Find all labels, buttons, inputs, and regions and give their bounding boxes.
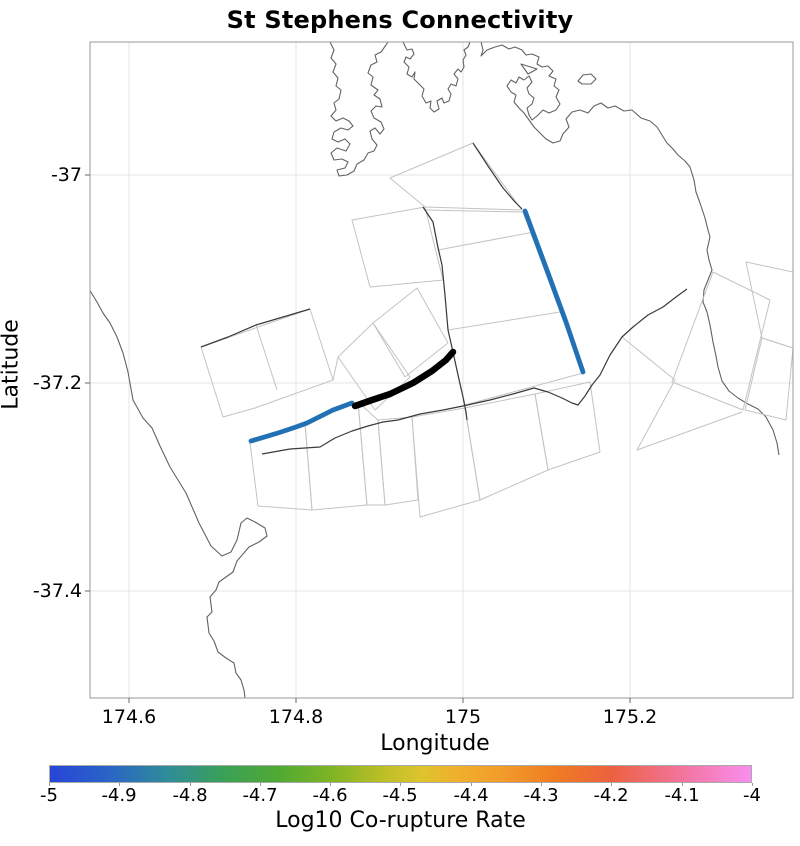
colorbar-tick-label: -4.4 (441, 783, 501, 805)
colorbar-tick-label: -4.1 (652, 783, 712, 805)
axis-tick-marks (85, 174, 631, 703)
plot-frame (89, 41, 794, 699)
gridlines (90, 42, 793, 698)
colorbar-tick-label: -4 (722, 783, 782, 805)
y-tick-label: -37.2 (32, 372, 82, 394)
x-axis-label: Longitude (380, 731, 490, 756)
colorbar-tick-label: -4.8 (160, 783, 220, 805)
small-island-triangle (520, 63, 538, 75)
x-tick-label: 175 (444, 706, 482, 728)
fault-polygons (200, 142, 793, 518)
co-rupture-trace-east[interactable] (522, 208, 586, 375)
colorbar-tick-label: -4.2 (581, 783, 641, 805)
chart-title: St Stephens Connectivity (226, 6, 574, 34)
co-rupture-trace-west[interactable] (248, 400, 355, 444)
coastline (90, 42, 780, 698)
x-tick-label: 174.6 (101, 706, 157, 728)
colorbar-tick-label: -5 (19, 783, 79, 805)
x-tick-label: 175.2 (602, 706, 658, 728)
small-island (577, 73, 597, 85)
colorbar-tick-label: -4.9 (89, 783, 149, 805)
y-tick-label: -37.4 (32, 580, 82, 602)
x-tick-label: 174.8 (268, 706, 324, 728)
colorbar-label: Log10 Co-rupture Rate (275, 808, 526, 833)
fault-traces (200, 142, 688, 455)
colorbar-tick-label: -4.5 (370, 783, 430, 805)
colorbar-tick-label: -4.3 (511, 783, 571, 805)
y-axis-label: Latitude (0, 319, 24, 410)
st-stephens-fault-highlight[interactable] (351, 348, 457, 410)
colorbar[interactable] (49, 765, 752, 783)
colorbar-tick-label: -4.6 (300, 783, 360, 805)
colorbar-tick-label: -4.7 (230, 783, 290, 805)
y-tick-label: -37 (50, 164, 82, 186)
